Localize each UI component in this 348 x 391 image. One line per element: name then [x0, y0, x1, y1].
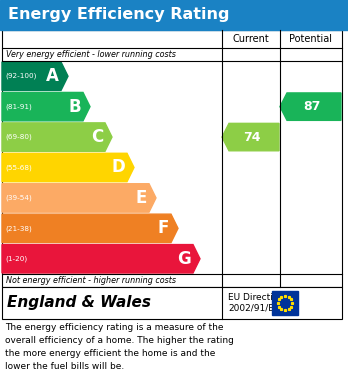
Polygon shape	[2, 92, 90, 121]
Text: 2002/91/EC: 2002/91/EC	[228, 303, 280, 312]
Text: (39-54): (39-54)	[5, 195, 32, 201]
Polygon shape	[2, 245, 200, 273]
Text: (1-20): (1-20)	[5, 256, 27, 262]
Polygon shape	[2, 153, 134, 182]
Text: C: C	[91, 128, 103, 146]
Text: A: A	[46, 67, 59, 85]
Text: F: F	[158, 219, 169, 237]
Text: Very energy efficient - lower running costs: Very energy efficient - lower running co…	[6, 50, 176, 59]
Text: Current: Current	[232, 34, 269, 44]
Bar	[0, 0, 348, 30]
Text: (69-80): (69-80)	[5, 134, 32, 140]
Text: 74: 74	[243, 131, 261, 143]
Text: Energy Efficiency Rating: Energy Efficiency Rating	[8, 7, 229, 23]
Text: Potential: Potential	[290, 34, 332, 44]
Text: G: G	[177, 250, 191, 268]
Bar	[2, 287, 342, 319]
Text: 87: 87	[303, 100, 321, 113]
Text: The energy efficiency rating is a measure of the
overall efficiency of a home. T: The energy efficiency rating is a measur…	[5, 323, 234, 371]
Polygon shape	[2, 214, 178, 242]
Text: B: B	[68, 98, 81, 116]
Text: Not energy efficient - higher running costs: Not energy efficient - higher running co…	[6, 276, 176, 285]
Text: E: E	[136, 189, 147, 207]
Text: (92-100): (92-100)	[5, 73, 37, 79]
Text: (55-68): (55-68)	[5, 164, 32, 171]
Text: (21-38): (21-38)	[5, 225, 32, 231]
Text: EU Directive: EU Directive	[228, 294, 284, 303]
Text: (81-91): (81-91)	[5, 103, 32, 110]
Polygon shape	[2, 184, 156, 212]
Polygon shape	[280, 93, 341, 120]
Polygon shape	[222, 123, 279, 151]
Text: D: D	[111, 158, 125, 176]
Bar	[2, 30, 342, 287]
Polygon shape	[2, 123, 112, 151]
Bar	[272, 291, 298, 315]
Text: England & Wales: England & Wales	[7, 296, 151, 310]
Polygon shape	[2, 62, 68, 90]
